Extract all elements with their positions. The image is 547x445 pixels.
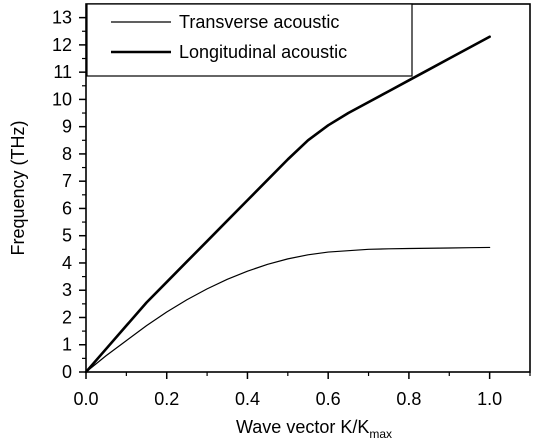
y-tick-label-8: 8 — [62, 144, 72, 164]
x-tick-label-1: 0.2 — [154, 389, 179, 409]
y-tick-label-2: 2 — [62, 307, 72, 327]
y-tick-label-9: 9 — [62, 117, 72, 137]
x-tick-label-5: 1.0 — [477, 389, 502, 409]
legend: Transverse acoustic Longitudinal acoustic — [86, 3, 413, 77]
y-tick-label-13: 13 — [52, 8, 72, 28]
label-layer: Frequency (THz) Wave vector K/Kmax — [8, 120, 392, 441]
y-tick-label-0: 0 — [62, 362, 72, 382]
y-tick-label-3: 3 — [62, 280, 72, 300]
legend-label-longitudinal-acoustic: Longitudinal acoustic — [179, 42, 347, 62]
series-line-transverse-acoustic — [85, 246, 491, 373]
y-tick-label-5: 5 — [62, 226, 72, 246]
x-tick-label-3: 0.6 — [316, 389, 341, 409]
y-tick-label-4: 4 — [62, 253, 72, 273]
y-tick-label-11: 11 — [53, 62, 72, 82]
y-tick-label-1: 1 — [62, 335, 72, 355]
y-tick-label-6: 6 — [62, 198, 72, 218]
y-tick-label-7: 7 — [62, 171, 72, 191]
legend-label-transverse-acoustic: Transverse acoustic — [179, 12, 339, 32]
legend-box — [86, 3, 413, 77]
x-axis-label: Wave vector K/Kmax — [236, 417, 392, 441]
x-tick-label-0: 0.0 — [73, 389, 98, 409]
y-tick-label-10: 10 — [52, 89, 72, 109]
x-tick-label-4: 0.8 — [396, 389, 421, 409]
x-axis-label-subscript: max — [369, 427, 392, 441]
x-tick-label-2: 0.4 — [235, 389, 260, 409]
y-tick-label-12: 12 — [52, 35, 72, 55]
x-axis-label-main: Wave vector K/K — [236, 417, 369, 437]
y-axis-label: Frequency (THz) — [8, 120, 28, 255]
series-line-longitudinal-acoustic — [84, 35, 491, 374]
